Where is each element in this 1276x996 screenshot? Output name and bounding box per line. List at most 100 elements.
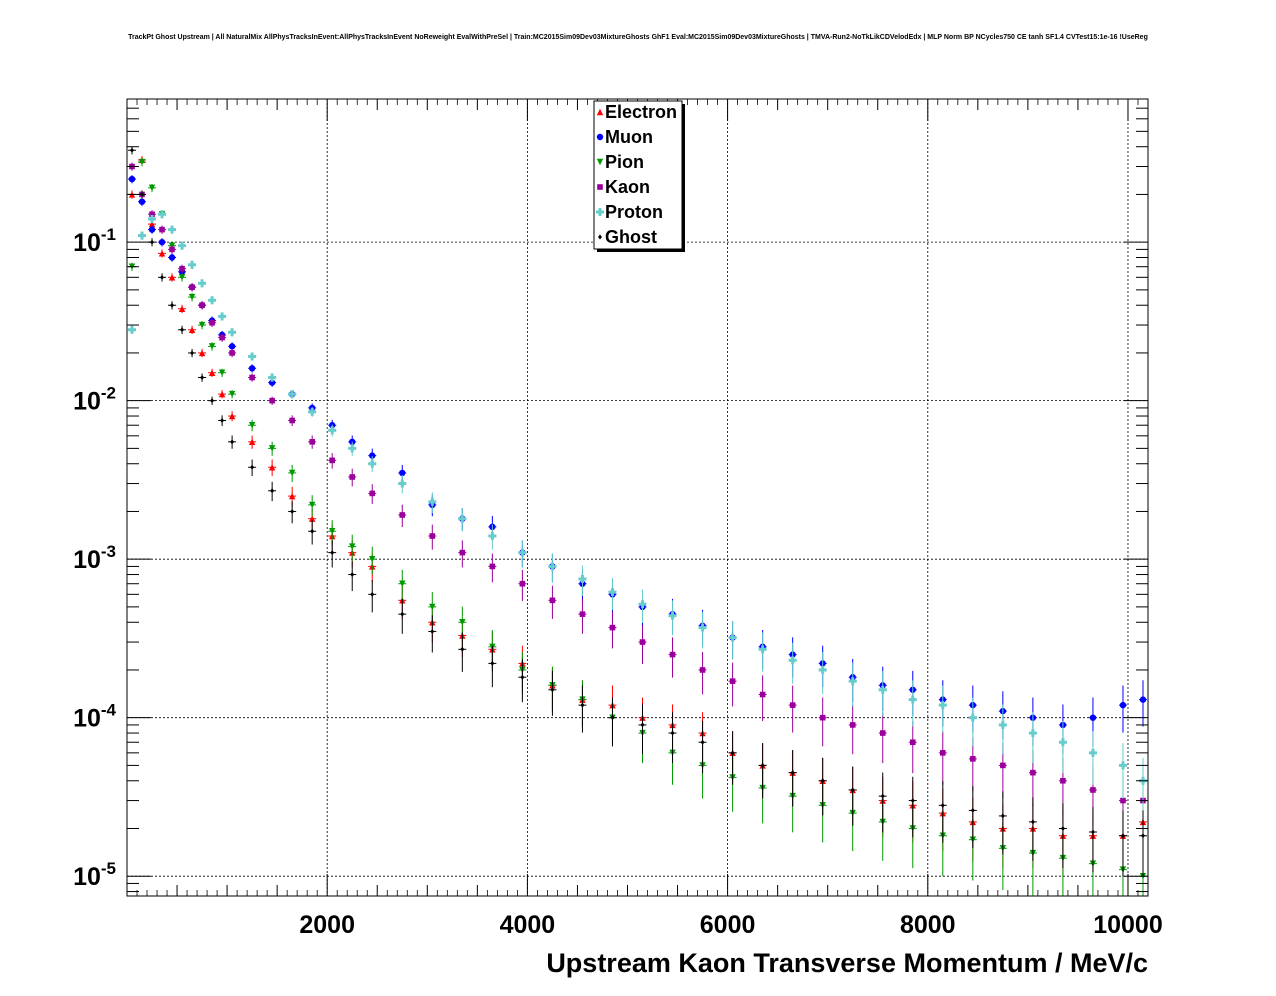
data-point <box>310 528 315 534</box>
data-point <box>970 807 975 813</box>
legend-marker <box>596 133 604 141</box>
data-point <box>638 600 647 609</box>
data-point <box>1060 825 1065 831</box>
data-point <box>939 750 946 756</box>
chart-title: TrackPt Ghost Upstream | All NaturalMix … <box>128 34 1148 41</box>
data-point <box>369 452 376 459</box>
data-point <box>178 305 186 312</box>
data-point <box>488 532 497 541</box>
data-point <box>1000 762 1006 769</box>
data-point <box>368 459 377 468</box>
data-point <box>459 619 466 626</box>
data-point <box>148 220 156 228</box>
series-proton <box>128 210 1147 816</box>
data-point <box>609 624 616 631</box>
y-tick-label: 10-4 <box>73 701 116 733</box>
data-point <box>269 397 275 404</box>
data-point <box>138 198 146 205</box>
data-point <box>329 528 336 535</box>
axis-ticks: 2000 4000 6000 8000 10000 10-5 10-4 10-3 10-2 10-… <box>73 98 1163 939</box>
data-point <box>288 390 297 399</box>
data-point <box>160 274 165 280</box>
data-point <box>1090 787 1096 793</box>
legend-marker <box>596 158 604 166</box>
data-point <box>429 533 436 539</box>
data-point <box>268 445 276 452</box>
data-point <box>759 691 766 698</box>
data-point <box>1030 769 1036 776</box>
data-point <box>328 426 337 435</box>
data-point <box>459 549 466 556</box>
data-point <box>190 350 195 356</box>
data-point <box>518 548 527 557</box>
data-point <box>878 685 887 694</box>
data-point <box>188 260 197 269</box>
data-point <box>248 422 256 429</box>
data-point <box>170 302 175 308</box>
data-point <box>880 793 885 799</box>
series-electron <box>128 155 1147 877</box>
data-point <box>219 334 225 341</box>
data-point <box>908 695 917 704</box>
data-point <box>148 226 156 233</box>
data-point <box>489 563 496 570</box>
data-point <box>370 591 375 597</box>
data-point <box>169 246 175 253</box>
data-point <box>218 312 227 321</box>
data-point <box>1088 748 1097 757</box>
data-point <box>128 175 136 183</box>
y-tick-label: 10-3 <box>73 542 116 574</box>
data-point <box>128 325 137 334</box>
data-point <box>179 265 185 272</box>
data-point <box>248 365 256 372</box>
data-point <box>1090 829 1095 835</box>
data-point <box>1120 833 1125 839</box>
data-point <box>308 501 316 509</box>
data-point <box>178 274 186 281</box>
data-point <box>669 651 676 658</box>
data-point <box>1119 701 1127 709</box>
data-point <box>229 350 235 356</box>
data-point <box>138 231 147 240</box>
x-axis-label: Upstream Kaon Transverse Momentum / MeV/… <box>546 948 1148 978</box>
data-point <box>158 210 167 219</box>
data-point <box>399 512 406 518</box>
data-point <box>208 296 217 305</box>
data-layer <box>128 146 1147 896</box>
data-point <box>610 715 615 721</box>
data-point <box>309 439 315 445</box>
data-point <box>460 646 465 652</box>
data-point <box>580 702 585 708</box>
data-point <box>548 562 557 571</box>
data-point <box>579 611 586 617</box>
x-tick-label: 4000 <box>500 911 556 939</box>
data-point <box>200 374 205 380</box>
legend-marker <box>596 108 604 116</box>
data-point <box>288 492 296 500</box>
data-point <box>148 214 157 223</box>
legend-entry: Muon <box>605 127 653 147</box>
data-point <box>1118 761 1127 770</box>
legend-entry: Proton <box>605 202 663 222</box>
data-point <box>208 369 216 376</box>
data-point <box>458 514 467 523</box>
data-point <box>168 254 176 261</box>
data-point <box>519 580 526 587</box>
data-point <box>228 328 237 337</box>
x-tick-label: 2000 <box>299 911 355 939</box>
data-point <box>399 469 406 477</box>
data-point <box>849 722 856 728</box>
data-point <box>168 225 177 234</box>
data-point <box>208 343 216 350</box>
data-point <box>399 580 406 587</box>
data-point <box>818 665 827 674</box>
data-point <box>168 274 176 281</box>
data-point <box>909 739 916 746</box>
data-point <box>1000 813 1005 819</box>
legend-marker <box>598 234 602 240</box>
data-point <box>940 802 945 808</box>
data-point <box>268 464 276 471</box>
data-point <box>308 515 316 522</box>
data-point <box>910 798 915 804</box>
data-point <box>788 656 797 665</box>
